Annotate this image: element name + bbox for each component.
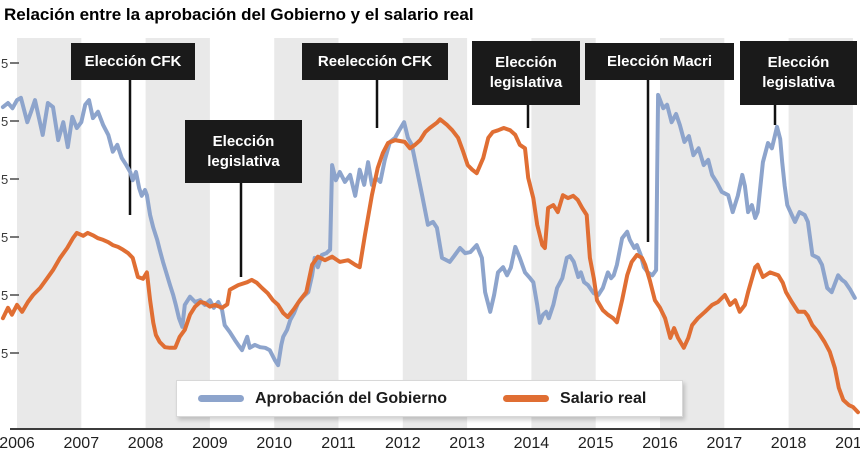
year-band: [402, 38, 468, 428]
x-tick-label: 2014: [514, 435, 550, 452]
salary-line: [0, 117, 860, 415]
annotation-box: Elección legislativa: [472, 41, 580, 105]
y-tick-label: 5: [1, 346, 8, 361]
y-tick-label: 5: [1, 114, 8, 129]
x-tick-label: 2019: [835, 435, 860, 452]
legend-item-aprobacion: Aprobación del Gobierno: [198, 390, 447, 408]
approval-line: [0, 92, 857, 368]
approval-line-swatch: [198, 395, 244, 402]
x-tick-label: 2011: [321, 435, 356, 452]
x-tick-label: 2008: [128, 435, 164, 452]
annotation-box: Elección legislativa: [740, 41, 857, 105]
x-tick-label: 2015: [578, 435, 614, 452]
x-tick-label: 2007: [64, 435, 100, 452]
legend-label-salario: Salario real: [560, 389, 647, 407]
legend-label-aprobacion: Aprobación del Gobierno: [255, 389, 448, 407]
y-tick-label: 5: [1, 56, 8, 71]
annotation-box: Reelección CFK: [302, 43, 448, 80]
y-tick-label: 5: [1, 230, 8, 245]
salary-line-swatch: [503, 395, 550, 402]
year-band: [660, 38, 725, 428]
legend-item-salario: Salario real: [503, 390, 646, 408]
year-band: [17, 38, 82, 428]
page-title: Relación entre la aprobación del Gobiern…: [4, 5, 474, 24]
x-tick-label: 2016: [642, 435, 678, 452]
x-tick-label: 2012: [385, 435, 421, 452]
year-band: [274, 38, 339, 428]
x-tick-label: 2006: [0, 435, 35, 452]
x-tick-label: 2009: [192, 435, 228, 452]
x-tick-label: 2010: [256, 435, 292, 452]
x-tick-label: 2017: [707, 435, 743, 452]
legend: Aprobación del Gobierno Salario real: [176, 380, 683, 417]
annotation-box: Elección legislativa: [185, 120, 302, 183]
annotation-box: Elección Macri: [585, 43, 734, 80]
x-tick-label: 2018: [771, 435, 807, 452]
x-tick-label: 2013: [449, 435, 485, 452]
y-tick-label: 5: [1, 288, 8, 303]
annotation-box: Elección CFK: [71, 43, 195, 80]
y-tick-label: 5: [1, 172, 8, 187]
